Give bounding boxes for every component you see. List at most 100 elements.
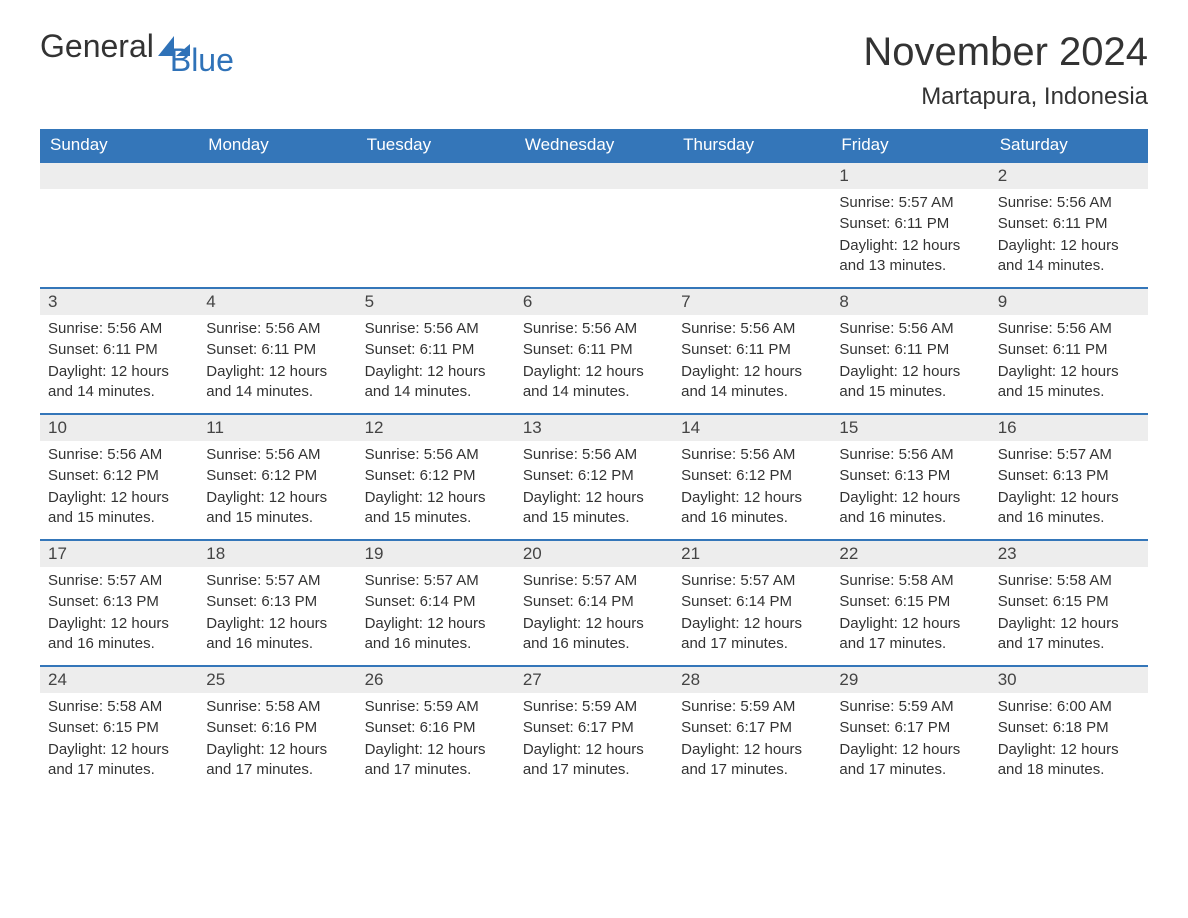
day-number: 30 (990, 665, 1148, 693)
brand-text-blue: Blue (170, 44, 234, 76)
sunrise-line: Sunrise: 5:59 AM (523, 697, 665, 717)
calendar-cell: 26Sunrise: 5:59 AMSunset: 6:16 PMDayligh… (357, 665, 515, 791)
day-details: Sunrise: 5:56 AMSunset: 6:12 PMDaylight:… (40, 441, 198, 535)
sunset-line: Sunset: 6:11 PM (839, 340, 981, 360)
sunrise-line: Sunrise: 5:56 AM (998, 319, 1140, 339)
daylight-line: Daylight: 12 hours and 15 minutes. (523, 488, 665, 529)
day-details: Sunrise: 5:56 AMSunset: 6:11 PMDaylight:… (357, 315, 515, 409)
sunset-line: Sunset: 6:15 PM (998, 592, 1140, 612)
page-header: General Blue November 2024 Martapura, In… (40, 30, 1148, 121)
sunrise-line: Sunrise: 5:56 AM (365, 445, 507, 465)
calendar-cell (198, 161, 356, 287)
daylight-line: Daylight: 12 hours and 16 minutes. (839, 488, 981, 529)
day-number: 9 (990, 287, 1148, 315)
sunrise-line: Sunrise: 5:57 AM (48, 571, 190, 591)
day-details: Sunrise: 5:57 AMSunset: 6:14 PMDaylight:… (673, 567, 831, 661)
day-number: 20 (515, 539, 673, 567)
day-number: 10 (40, 413, 198, 441)
day-number-empty (198, 161, 356, 189)
calendar-cell: 23Sunrise: 5:58 AMSunset: 6:15 PMDayligh… (990, 539, 1148, 665)
day-number-empty (515, 161, 673, 189)
sunset-line: Sunset: 6:17 PM (523, 718, 665, 738)
calendar-cell: 29Sunrise: 5:59 AMSunset: 6:17 PMDayligh… (831, 665, 989, 791)
day-number: 13 (515, 413, 673, 441)
day-details: Sunrise: 5:56 AMSunset: 6:12 PMDaylight:… (198, 441, 356, 535)
weekday-header-row: SundayMondayTuesdayWednesdayThursdayFrid… (40, 129, 1148, 161)
day-number: 4 (198, 287, 356, 315)
day-details: Sunrise: 5:57 AMSunset: 6:14 PMDaylight:… (357, 567, 515, 661)
daylight-line: Daylight: 12 hours and 14 minutes. (998, 236, 1140, 277)
day-details: Sunrise: 5:59 AMSunset: 6:17 PMDaylight:… (673, 693, 831, 787)
daylight-line: Daylight: 12 hours and 16 minutes. (523, 614, 665, 655)
sunset-line: Sunset: 6:11 PM (206, 340, 348, 360)
day-number: 25 (198, 665, 356, 693)
day-details: Sunrise: 5:57 AMSunset: 6:13 PMDaylight:… (990, 441, 1148, 535)
title-block: November 2024 Martapura, Indonesia (863, 30, 1148, 121)
calendar-cell: 20Sunrise: 5:57 AMSunset: 6:14 PMDayligh… (515, 539, 673, 665)
day-number: 6 (515, 287, 673, 315)
calendar-cell: 30Sunrise: 6:00 AMSunset: 6:18 PMDayligh… (990, 665, 1148, 791)
calendar-cell: 12Sunrise: 5:56 AMSunset: 6:12 PMDayligh… (357, 413, 515, 539)
weekday-header: Thursday (673, 129, 831, 161)
daylight-line: Daylight: 12 hours and 16 minutes. (681, 488, 823, 529)
day-number: 12 (357, 413, 515, 441)
calendar-cell: 4Sunrise: 5:56 AMSunset: 6:11 PMDaylight… (198, 287, 356, 413)
sunset-line: Sunset: 6:11 PM (839, 214, 981, 234)
sunset-line: Sunset: 6:11 PM (365, 340, 507, 360)
day-number: 2 (990, 161, 1148, 189)
day-number: 7 (673, 287, 831, 315)
day-number: 22 (831, 539, 989, 567)
weekday-header: Monday (198, 129, 356, 161)
sunrise-line: Sunrise: 5:56 AM (681, 445, 823, 465)
day-number: 15 (831, 413, 989, 441)
day-number: 3 (40, 287, 198, 315)
calendar-table: SundayMondayTuesdayWednesdayThursdayFrid… (40, 129, 1148, 791)
calendar-cell: 28Sunrise: 5:59 AMSunset: 6:17 PMDayligh… (673, 665, 831, 791)
day-number: 14 (673, 413, 831, 441)
day-details: Sunrise: 5:56 AMSunset: 6:11 PMDaylight:… (990, 315, 1148, 409)
sunset-line: Sunset: 6:14 PM (365, 592, 507, 612)
calendar-body: 1Sunrise: 5:57 AMSunset: 6:11 PMDaylight… (40, 161, 1148, 791)
calendar-week-row: 1Sunrise: 5:57 AMSunset: 6:11 PMDaylight… (40, 161, 1148, 287)
daylight-line: Daylight: 12 hours and 17 minutes. (681, 740, 823, 781)
day-details: Sunrise: 5:56 AMSunset: 6:11 PMDaylight:… (198, 315, 356, 409)
calendar-week-row: 10Sunrise: 5:56 AMSunset: 6:12 PMDayligh… (40, 413, 1148, 539)
day-number: 27 (515, 665, 673, 693)
day-number: 8 (831, 287, 989, 315)
day-number: 28 (673, 665, 831, 693)
sunset-line: Sunset: 6:11 PM (523, 340, 665, 360)
calendar-cell: 16Sunrise: 5:57 AMSunset: 6:13 PMDayligh… (990, 413, 1148, 539)
daylight-line: Daylight: 12 hours and 17 minutes. (48, 740, 190, 781)
calendar-cell: 7Sunrise: 5:56 AMSunset: 6:11 PMDaylight… (673, 287, 831, 413)
calendar-week-row: 17Sunrise: 5:57 AMSunset: 6:13 PMDayligh… (40, 539, 1148, 665)
calendar-cell: 5Sunrise: 5:56 AMSunset: 6:11 PMDaylight… (357, 287, 515, 413)
calendar-cell (357, 161, 515, 287)
daylight-line: Daylight: 12 hours and 16 minutes. (48, 614, 190, 655)
brand-text-general: General (40, 30, 154, 62)
day-number-empty (357, 161, 515, 189)
calendar-cell: 3Sunrise: 5:56 AMSunset: 6:11 PMDaylight… (40, 287, 198, 413)
calendar-cell (673, 161, 831, 287)
sunrise-line: Sunrise: 6:00 AM (998, 697, 1140, 717)
day-number: 1 (831, 161, 989, 189)
day-details: Sunrise: 5:59 AMSunset: 6:17 PMDaylight:… (515, 693, 673, 787)
sunset-line: Sunset: 6:13 PM (998, 466, 1140, 486)
day-details: Sunrise: 5:56 AMSunset: 6:11 PMDaylight:… (673, 315, 831, 409)
day-details: Sunrise: 5:59 AMSunset: 6:16 PMDaylight:… (357, 693, 515, 787)
weekday-header: Sunday (40, 129, 198, 161)
weekday-header: Tuesday (357, 129, 515, 161)
calendar-cell (515, 161, 673, 287)
day-details: Sunrise: 5:57 AMSunset: 6:11 PMDaylight:… (831, 189, 989, 283)
sunset-line: Sunset: 6:12 PM (365, 466, 507, 486)
calendar-cell: 19Sunrise: 5:57 AMSunset: 6:14 PMDayligh… (357, 539, 515, 665)
sunrise-line: Sunrise: 5:57 AM (681, 571, 823, 591)
calendar-cell: 9Sunrise: 5:56 AMSunset: 6:11 PMDaylight… (990, 287, 1148, 413)
calendar-cell: 11Sunrise: 5:56 AMSunset: 6:12 PMDayligh… (198, 413, 356, 539)
daylight-line: Daylight: 12 hours and 14 minutes. (48, 362, 190, 403)
calendar-cell: 15Sunrise: 5:56 AMSunset: 6:13 PMDayligh… (831, 413, 989, 539)
sunset-line: Sunset: 6:11 PM (681, 340, 823, 360)
weekday-header: Wednesday (515, 129, 673, 161)
calendar-cell (40, 161, 198, 287)
day-details: Sunrise: 6:00 AMSunset: 6:18 PMDaylight:… (990, 693, 1148, 787)
day-details: Sunrise: 5:58 AMSunset: 6:16 PMDaylight:… (198, 693, 356, 787)
